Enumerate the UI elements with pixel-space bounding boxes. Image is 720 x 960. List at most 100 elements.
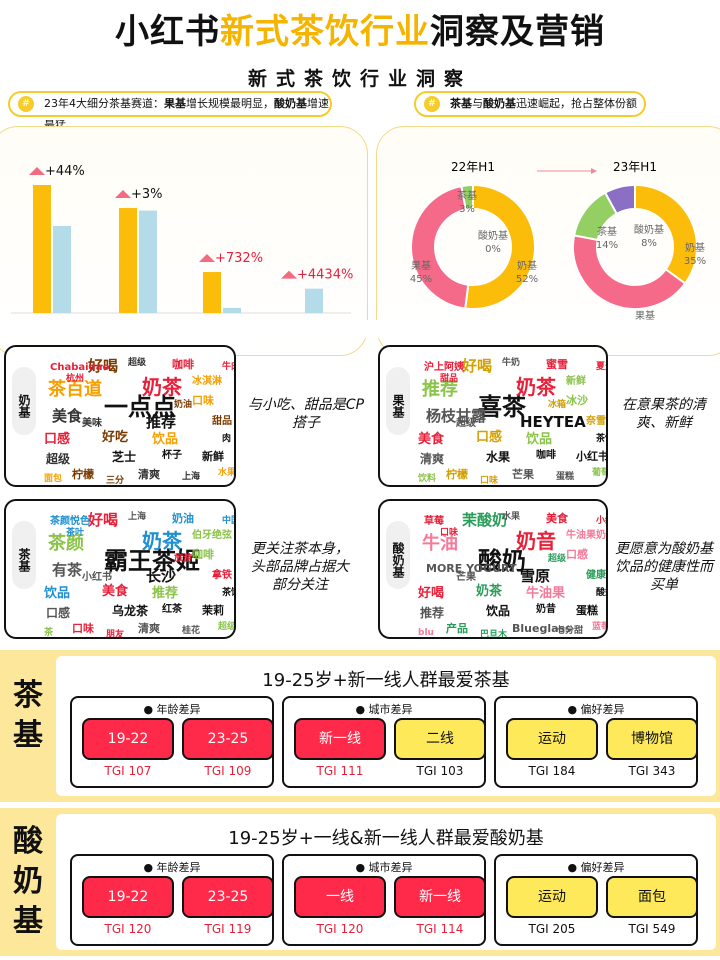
cloud-word: 沪上阿姨 xyxy=(424,362,464,373)
segment-chip: 新一线 xyxy=(294,718,386,760)
cloud-word: 奶昔 xyxy=(536,604,556,615)
dimension-label: ● 城市差异 xyxy=(355,861,413,874)
cloud-word: 美食 xyxy=(102,584,129,599)
cloud-word: 好喝 xyxy=(88,511,119,529)
cloud-word: blu xyxy=(418,628,434,638)
cloud-word: 奈雪 xyxy=(586,416,606,427)
cloud-word: 茶叶 xyxy=(66,528,85,538)
cloud-word: 奶油 xyxy=(172,512,194,525)
cloud-word: HEYTEA xyxy=(520,413,586,431)
cloud-word: 口味 xyxy=(192,394,214,407)
donut-chart-card: 22年H123年H1奶基52%果基45%茶基3%酸奶基0%奶基35%果基43%茶… xyxy=(376,126,720,356)
cloud-word: 饮品 xyxy=(526,432,553,447)
cloud-word: 牛油果 xyxy=(526,586,566,601)
cloud-word: 饮品 xyxy=(152,432,179,447)
tgi-value: TGI 549 xyxy=(628,922,676,936)
cloud-word: 蜜雪 xyxy=(546,358,568,371)
audience-section: 酸奶基 19-25岁+一线&新一线人群最爱酸奶基 ● 年龄差异 19-22 TGI 12… xyxy=(0,808,720,956)
word-cloud: 酸奶 奶音 牛油 茉酸奶 MORE YOGURT 雪原 好喝 牛油果 奶茶 推荐 饮品 美食 口感 产品 B… xyxy=(416,505,606,638)
side-char: 奶 xyxy=(13,864,43,899)
slice-label: 8% xyxy=(641,238,657,249)
cloud-word: 茶颜 xyxy=(48,533,84,554)
side-char: 基 xyxy=(13,718,43,753)
tgi-value: TGI 107 xyxy=(104,764,152,778)
bar xyxy=(53,225,71,313)
cloud-word: 中国 xyxy=(222,516,234,526)
growth-label: +44% xyxy=(45,164,85,179)
hash-icon: # xyxy=(424,96,440,112)
cloud-word: 冰箱 xyxy=(548,400,567,410)
tgi-value: TGI 120 xyxy=(104,922,152,936)
slice-label: 35% xyxy=(684,256,706,267)
cloud-word: 新鲜 xyxy=(566,376,586,387)
cloud-word: 牛肉 xyxy=(222,362,234,372)
cloud-word: 芒果 xyxy=(512,468,534,481)
cloud-word: 茶 xyxy=(44,628,54,638)
card-bottom-fade xyxy=(0,320,720,338)
cloud-word: Blueglass xyxy=(512,622,572,635)
cloud-word: 奶茶 xyxy=(142,529,182,553)
pill-bold: 酸奶基 xyxy=(274,97,307,110)
cloud-word: 小红书 xyxy=(576,450,608,463)
side-char: 茶 xyxy=(13,678,43,713)
cloud-word: 葡萄 xyxy=(592,468,606,478)
slice-label: 45% xyxy=(410,274,432,285)
cloud-word: 好喝 xyxy=(88,357,119,375)
cloud-word: 伯牙绝弦 xyxy=(192,530,232,541)
cloud-word: 一点点 xyxy=(104,393,176,421)
cloud-word: 上海 xyxy=(128,512,147,522)
word-cloud: 霸王茶姬 奶茶 茶颜 好喝 有茶 长沙 饮品 推荐 美食 口感 乌龙茶 奶油 咖啡 口味 清爽 茉莉 茶颜悦色伯… xyxy=(42,505,234,638)
cloud-word: 清爽 xyxy=(420,452,445,466)
tgi-value: TGI 205 xyxy=(528,922,576,936)
cloud-word: 奶茶 xyxy=(142,375,182,399)
cloud-word: 清爽 xyxy=(138,468,160,481)
cloud-word: 饮料 xyxy=(418,474,437,484)
category-tag: 茶基 xyxy=(12,521,36,589)
tgi-value: TGI 343 xyxy=(628,764,676,778)
dimension-label: ● 年龄差异 xyxy=(143,703,201,716)
pill-text: 23年4大细分茶基赛道： xyxy=(44,97,164,110)
cloud-word: 旅游 xyxy=(174,554,193,564)
segment-chip: 新一线 xyxy=(394,876,486,918)
dimension-group: ● 城市差异 新一线 TGI 111 二线 TGI 103 xyxy=(282,696,486,788)
bar-chart: 果基+44%奶基+3%茶基+732%酸奶基+4434% xyxy=(11,164,353,332)
cloud-word: 口感 xyxy=(566,548,588,561)
cloud-word: 推荐 xyxy=(422,379,458,400)
cloud-word: 冰沙 xyxy=(566,394,588,407)
slice-label: 茶基 xyxy=(457,189,477,202)
section-panel: 19-25岁+一线&新一线人群最爱酸奶基 ● 年龄差异 19-22 TGI 120 23… xyxy=(56,814,716,950)
cloud-word: 夏天 xyxy=(596,362,606,372)
insight-pill-left: # 23年4大细分茶基赛道：果基增长规模最明显，酸奶基增速最猛 xyxy=(8,91,332,132)
cloud-word: 霸王茶姬 xyxy=(104,547,200,575)
donut-charts: 22年H123年H1奶基52%果基45%茶基3%酸奶基0%奶基35%果基43%茶… xyxy=(410,160,706,335)
cloud-word: 水果 xyxy=(218,468,236,478)
category-tag: 奶基 xyxy=(12,367,36,435)
cloud-word: 芒果 xyxy=(456,572,476,583)
segment-chip: 运动 xyxy=(506,876,598,918)
tgi-value: TGI 119 xyxy=(204,922,252,936)
slice-label: 3% xyxy=(459,204,475,215)
page-subtitle: 新式茶饮行业洞察 xyxy=(247,68,472,90)
up-arrow-icon xyxy=(281,270,297,279)
word-cloud-card: 茶基 霸王茶姬 奶茶 茶颜 好喝 有茶 长沙 饮品 推荐 美食 口感 乌龙茶 奶油 咖啡 口味 清爽 茉莉 茶颜悦… xyxy=(4,499,236,639)
segment-chip: 运动 xyxy=(506,718,598,760)
cloud-word: 美食 xyxy=(418,432,445,447)
cloud-word: 芝士 xyxy=(112,450,137,464)
cloud-word: 茶饮 xyxy=(222,588,234,598)
category-tag: 酸奶基 xyxy=(386,521,410,589)
cloud-word: 奶茶 xyxy=(476,584,503,599)
insight-note: 在意果茶的清爽、新鲜 xyxy=(622,397,706,431)
donut-title: 22年H1 xyxy=(451,160,495,174)
slice-label: 0% xyxy=(485,244,501,255)
cloud-word: 好吃 xyxy=(102,430,129,445)
growth-label: +3% xyxy=(131,187,163,202)
bar xyxy=(203,272,221,313)
cloud-word: 推荐 xyxy=(146,413,177,431)
slice-label: 茶基 xyxy=(597,225,617,238)
cloud-word: 清爽 xyxy=(138,622,160,635)
cloud-word: 美食 xyxy=(546,512,568,525)
dimension-group: ● 偏好差异 运动 TGI 205 面包 TGI 549 xyxy=(494,854,698,946)
dimension-group: ● 偏好差异 运动 TGI 184 博物馆 TGI 343 xyxy=(494,696,698,788)
cloud-word: 口感 xyxy=(476,430,503,445)
bar xyxy=(33,185,51,313)
